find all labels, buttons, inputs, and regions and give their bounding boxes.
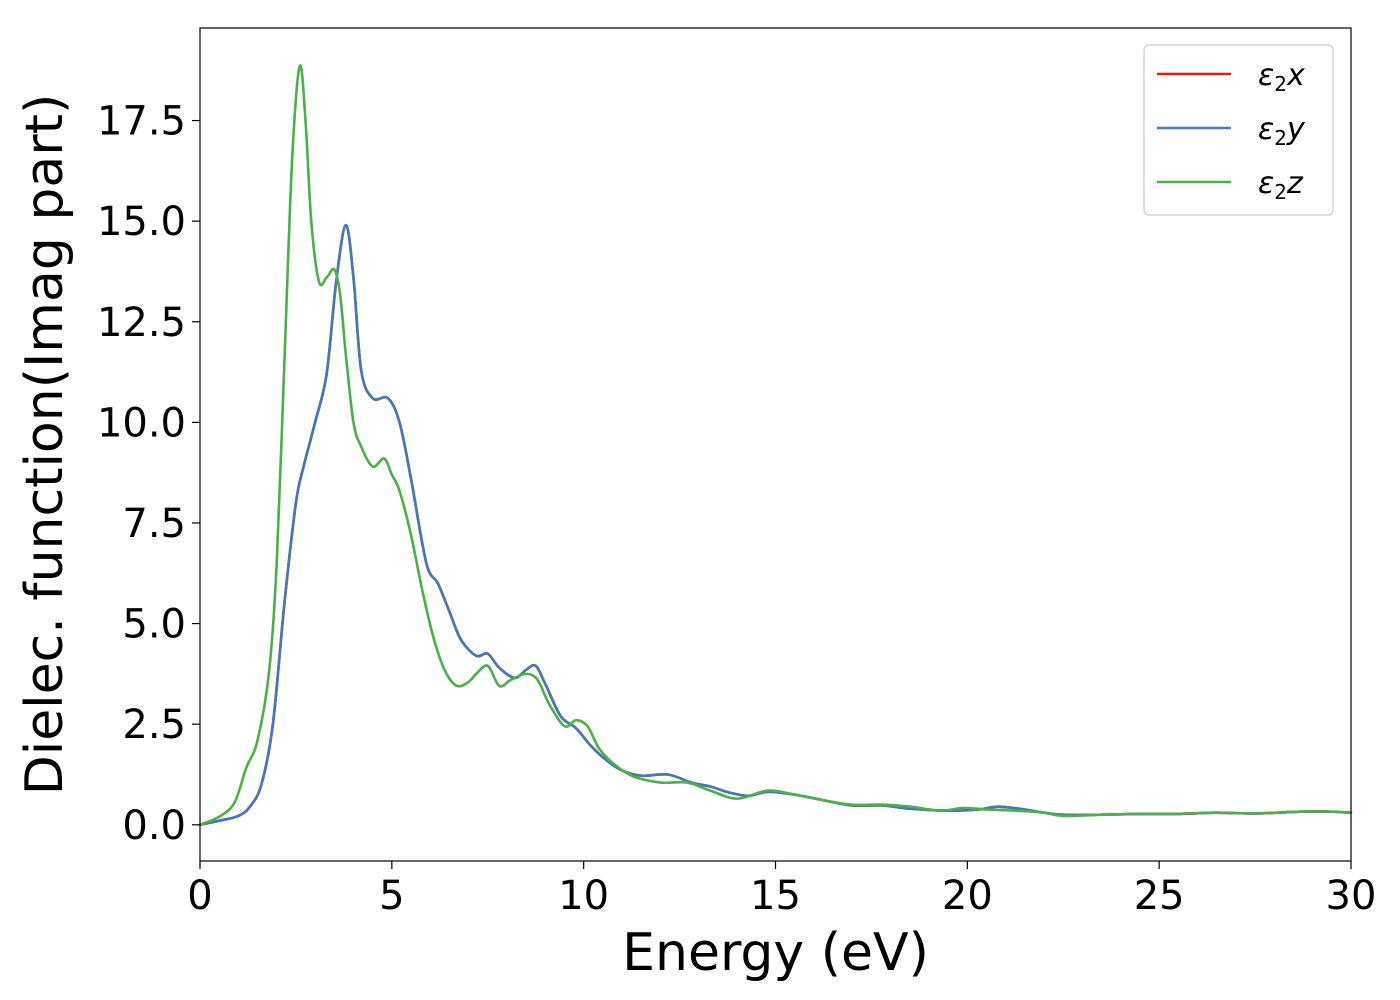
y-axis-ticks: 0.0 2.5 5.0 7.5 10.0 12.5 15.0 17.5 <box>97 99 200 849</box>
x-tick-label: 15 <box>750 873 801 919</box>
y-tick-label: 17.5 <box>97 99 186 145</box>
x-axis-ticks: 0 5 10 15 20 25 30 <box>187 861 1376 919</box>
y-tick-label: 12.5 <box>97 300 186 346</box>
x-tick-label: 0 <box>187 873 212 919</box>
legend-label-0: ε2x <box>1258 58 1305 96</box>
legend-box <box>1143 44 1334 216</box>
y-tick-label: 0.0 <box>122 803 186 849</box>
series-line-1 <box>198 223 1353 827</box>
x-tick-label: 10 <box>558 873 609 919</box>
series-layer <box>198 64 1353 827</box>
y-tick-label: 15.0 <box>97 199 186 245</box>
series-line-0 <box>198 223 1353 827</box>
y-tick-label: 7.5 <box>122 501 186 547</box>
y-tick-label: 2.5 <box>122 702 186 748</box>
y-axis-label: Dielec. function(Imag part) <box>15 94 75 796</box>
x-tick-label: 30 <box>1326 873 1377 919</box>
legend: ε2x ε2y ε2z <box>1143 44 1334 216</box>
x-tick-label: 5 <box>379 873 404 919</box>
legend-label-2: ε2z <box>1258 166 1304 204</box>
y-tick-label: 10.0 <box>97 400 186 446</box>
series-line-2 <box>198 64 1353 827</box>
y-tick-label: 5.0 <box>122 602 186 648</box>
x-tick-label: 25 <box>1134 873 1185 919</box>
legend-label-1: ε2y <box>1258 112 1306 150</box>
x-axis-label: Energy (eV) <box>622 923 929 983</box>
x-tick-label: 20 <box>942 873 993 919</box>
